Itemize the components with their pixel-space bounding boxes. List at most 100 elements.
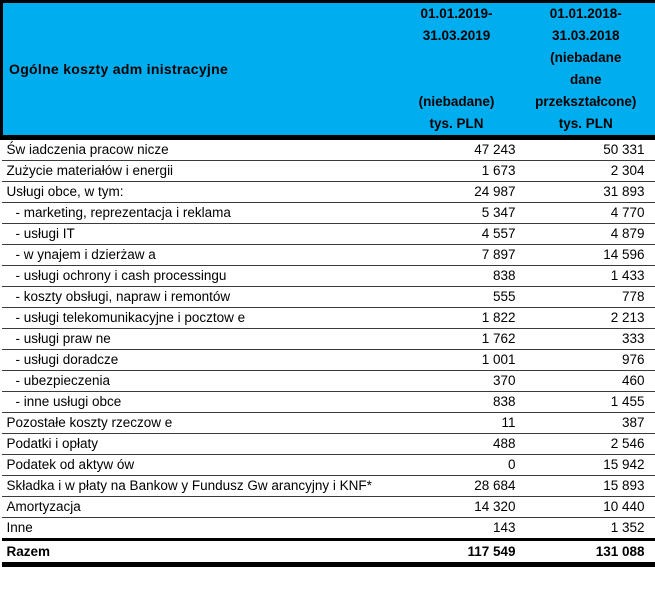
row-label: Podatki i opłaty bbox=[1, 433, 397, 455]
period-2018-date-line2: 31.03.2018 bbox=[551, 28, 620, 43]
table-row: Amortyzacja 14 320 10 440 bbox=[1, 496, 655, 518]
row-label: Podatek od aktyw ów bbox=[1, 454, 397, 476]
row-value-2019: 0 bbox=[396, 454, 517, 476]
row-value-2019: 4 557 bbox=[396, 223, 517, 245]
row-value-2018: 1 352 bbox=[516, 517, 655, 540]
header-row: Ogólne koszty adm inistracyjne 01.01.201… bbox=[0, 0, 655, 140]
row-value-2019: 1 762 bbox=[396, 328, 517, 350]
row-value-2019: 11 bbox=[396, 412, 517, 434]
row-label: - w ynajem i dzierżaw a bbox=[1, 244, 397, 266]
table-row: - usługi telekomunikacyjne i pocztow e 1… bbox=[1, 307, 655, 329]
row-value-2018: 4 879 bbox=[516, 223, 655, 245]
row-label: Św iadczenia pracow nicze bbox=[1, 137, 397, 161]
table-row: Pozostałe koszty rzeczow e 11 387 bbox=[1, 412, 655, 434]
row-label: Zużycie materiałów i energii bbox=[1, 160, 397, 182]
table-row: - usługi praw ne 1 762 333 bbox=[1, 328, 655, 350]
period-2018-audit-note-line3: przekształcone) bbox=[535, 94, 637, 109]
row-value-2019: 838 bbox=[396, 391, 517, 413]
row-value-2018: 460 bbox=[516, 370, 655, 392]
admin-costs-table: Ogólne koszty adm inistracyjne 01.01.201… bbox=[0, 0, 655, 567]
period-2018-date-line1: 01.01.2018- bbox=[549, 6, 622, 21]
row-value-2019: 555 bbox=[396, 286, 517, 308]
cost-rows: Św iadczenia pracow nicze 47 243 50 331 … bbox=[1, 137, 655, 567]
table-row: Usługi obce, w tym: 24 987 31 893 bbox=[1, 181, 655, 203]
row-value-2019: 1 673 bbox=[396, 160, 517, 182]
row-label: - usługi doradcze bbox=[1, 349, 397, 371]
row-value-2019: 370 bbox=[396, 370, 517, 392]
row-value-2018: 976 bbox=[516, 349, 655, 371]
row-label: - usługi ochrony i cash processingu bbox=[1, 265, 397, 287]
row-value-2019: 7 897 bbox=[396, 244, 517, 266]
row-value-2018: 778 bbox=[516, 286, 655, 308]
row-value-2018: 1 455 bbox=[516, 391, 655, 413]
row-label: - koszty obsługi, napraw i remontów bbox=[1, 286, 397, 308]
row-value-2018: 1 433 bbox=[516, 265, 655, 287]
row-value-2019: 28 684 bbox=[396, 475, 517, 497]
row-value-2018: 131 088 bbox=[516, 538, 655, 567]
table-row: - usługi IT 4 557 4 879 bbox=[1, 223, 655, 245]
row-label: Pozostałe koszty rzeczow e bbox=[1, 412, 397, 434]
row-label: - ubezpieczenia bbox=[1, 370, 397, 392]
table-row: - inne usługi obce 838 1 455 bbox=[1, 391, 655, 413]
table-row: - koszty obsługi, napraw i remontów 555 … bbox=[1, 286, 655, 308]
table-title: Ogólne koszty adm inistracyjne bbox=[9, 61, 229, 77]
table-row: - usługi ochrony i cash processingu 838 … bbox=[1, 265, 655, 287]
row-value-2018: 4 770 bbox=[516, 202, 655, 224]
table-row: - w ynajem i dzierżaw a 7 897 14 596 bbox=[1, 244, 655, 266]
table-row: Św iadczenia pracow nicze 47 243 50 331 bbox=[1, 137, 655, 161]
period-2019-spacer2 bbox=[397, 69, 517, 91]
row-label: Inne bbox=[1, 517, 397, 540]
row-value-2019: 1 822 bbox=[396, 307, 517, 329]
period-2018-audit-note-line1: (niebadane bbox=[550, 50, 622, 65]
table-row: Inne 143 1 352 bbox=[1, 517, 655, 540]
row-value-2018: 15 893 bbox=[516, 475, 655, 497]
period-2019-unit: tys. PLN bbox=[429, 116, 484, 131]
row-label: - inne usługi obce bbox=[1, 391, 397, 413]
period-2018-header: 01.01.2018- 31.03.2018 (niebadane dane p… bbox=[516, 0, 655, 140]
period-2019-date-line2: 31.03.2019 bbox=[422, 28, 491, 43]
row-value-2019: 143 bbox=[396, 517, 517, 540]
row-value-2019: 5 347 bbox=[396, 202, 517, 224]
row-label: - usługi telekomunikacyjne i pocztow e bbox=[1, 307, 397, 329]
row-label: Razem bbox=[1, 538, 397, 567]
table-row: Zużycie materiałów i energii 1 673 2 304 bbox=[1, 160, 655, 182]
row-value-2019: 24 987 bbox=[396, 181, 517, 203]
period-2019-header: 01.01.2019- 31.03.2019 (niebadane) tys. … bbox=[396, 0, 517, 140]
row-label: Usługi obce, w tym: bbox=[1, 181, 397, 203]
row-value-2019: 117 549 bbox=[396, 538, 517, 567]
period-2019-spacer1 bbox=[397, 47, 517, 69]
period-2018-unit: tys. PLN bbox=[558, 116, 613, 131]
row-value-2019: 838 bbox=[396, 265, 517, 287]
row-label: - usługi praw ne bbox=[1, 328, 397, 350]
table-title-cell: Ogólne koszty adm inistracyjne bbox=[0, 0, 397, 140]
row-value-2019: 488 bbox=[396, 433, 517, 455]
row-label: Składka i w płaty na Bankow y Fundusz Gw… bbox=[1, 475, 397, 497]
period-2018-audit-note-line2: dane bbox=[569, 72, 602, 87]
row-value-2018: 31 893 bbox=[516, 181, 655, 203]
row-value-2018: 50 331 bbox=[516, 137, 655, 161]
table-row: Składka i w płaty na Bankow y Fundusz Gw… bbox=[1, 475, 655, 497]
table-row: Razem 117 549 131 088 bbox=[1, 538, 655, 567]
row-value-2018: 387 bbox=[516, 412, 655, 434]
row-value-2019: 47 243 bbox=[396, 137, 517, 161]
table-row: - marketing, reprezentacja i reklama 5 3… bbox=[1, 202, 655, 224]
table-row: - usługi doradcze 1 001 976 bbox=[1, 349, 655, 371]
row-value-2019: 1 001 bbox=[396, 349, 517, 371]
table-row: Podatki i opłaty 488 2 546 bbox=[1, 433, 655, 455]
row-label: - marketing, reprezentacja i reklama bbox=[1, 202, 397, 224]
row-value-2019: 14 320 bbox=[396, 496, 517, 518]
row-value-2018: 2 304 bbox=[516, 160, 655, 182]
table-header: Ogólne koszty adm inistracyjne 01.01.201… bbox=[0, 0, 655, 140]
row-value-2018: 15 942 bbox=[516, 454, 655, 476]
table-row: - ubezpieczenia 370 460 bbox=[1, 370, 655, 392]
row-label: - usługi IT bbox=[1, 223, 397, 245]
period-2019-date-line1: 01.01.2019- bbox=[420, 6, 493, 21]
row-value-2018: 14 596 bbox=[516, 244, 655, 266]
table-row: Podatek od aktyw ów 0 15 942 bbox=[1, 454, 655, 476]
row-value-2018: 10 440 bbox=[516, 496, 655, 518]
row-value-2018: 333 bbox=[516, 328, 655, 350]
period-2019-audit-note: (niebadane) bbox=[418, 94, 495, 109]
row-label: Amortyzacja bbox=[1, 496, 397, 518]
row-value-2018: 2 546 bbox=[516, 433, 655, 455]
